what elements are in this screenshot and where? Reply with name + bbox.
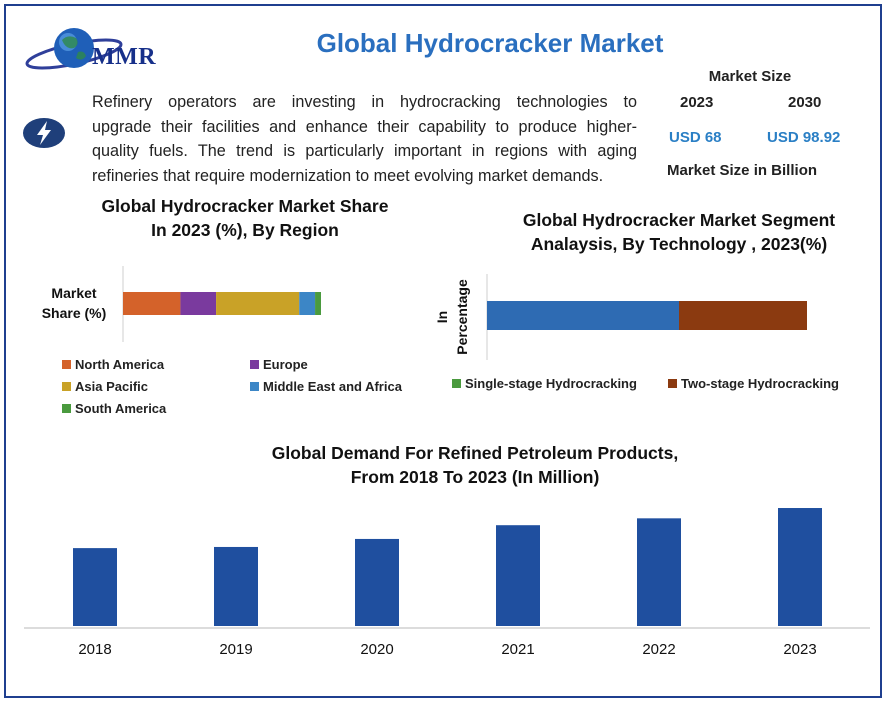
region-bar-segment	[123, 292, 181, 315]
legend-item-asia-pacific: Asia Pacific	[62, 379, 148, 394]
demand-bar	[778, 508, 822, 626]
region-bar-segment	[299, 292, 316, 315]
description-text: Refinery operators are investing in hydr…	[92, 90, 637, 188]
legend-item-middle-east-africa: Middle East and Africa	[250, 379, 402, 394]
demand-x-tick-label: 2018	[78, 641, 111, 658]
region-chart-title-line1: Global Hydrocracker Market Share	[101, 196, 389, 216]
technology-bar-segment	[679, 301, 807, 330]
region-axis-label-line: Share (%)	[41, 305, 107, 321]
legend-swatch	[452, 379, 461, 388]
demand-bar	[73, 548, 117, 626]
technology-chart-title: Global Hydrocracker Market Segment Anala…	[500, 208, 858, 256]
description-line: refineries that require modernization to…	[92, 166, 604, 185]
demand-x-tick-label: 2023	[783, 641, 816, 658]
legend-label: Middle East and Africa	[263, 379, 402, 394]
technology-chart-title-line2: Analaysis, By Technology , 2023(%)	[530, 234, 828, 254]
technology-chart-axis-label: In Percentage	[432, 262, 472, 372]
legend-swatch	[250, 382, 259, 391]
page-title: Global Hydrocracker Market	[316, 28, 664, 58]
legend-swatch	[62, 360, 71, 369]
legend-label: Two-stage Hydrocracking	[681, 376, 839, 391]
legend-item-north-america: North America	[62, 357, 164, 372]
legend-label: Europe	[263, 357, 308, 372]
region-legend: North America Europe Asia Pacific Middle…	[62, 357, 422, 423]
demand-chart-title: Global Demand For Refined Petroleum Prod…	[200, 441, 750, 489]
region-bar-segment	[180, 292, 217, 315]
legend-swatch	[62, 404, 71, 413]
market-size-value-2030: USD 98.92	[767, 129, 841, 146]
region-chart-title-line2: In 2023 (%), By Region	[151, 220, 339, 240]
legend-label: Asia Pacific	[75, 379, 148, 394]
demand-chart-title-line2: From 2018 To 2023 (In Million)	[350, 467, 600, 487]
region-bar-segment	[315, 292, 321, 315]
technology-segment-chart	[486, 274, 807, 360]
legend-item-europe: Europe	[250, 357, 308, 372]
demand-x-tick-label: 2020	[360, 641, 393, 658]
legend-label: North America	[75, 357, 165, 372]
market-size-year-2030: 2030	[788, 94, 822, 111]
demand-x-tick-label: 2021	[501, 641, 534, 658]
demand-bar	[637, 518, 681, 626]
technology-bar-segment	[487, 301, 679, 330]
description-line: upgrade their facilities and enhance the…	[92, 117, 637, 136]
legend-item-single-stage: Single-stage Hydrocracking	[452, 376, 637, 391]
legend-item-two-stage: Two-stage Hydrocracking	[668, 376, 839, 391]
market-size-unit-label: Market Size in Billion	[666, 162, 818, 179]
region-chart-title: Global Hydrocracker Market Share In 2023…	[60, 194, 430, 242]
region-bar-segment	[216, 292, 300, 315]
demand-x-tick-label: 2019	[219, 641, 252, 658]
region-axis-label-line: Market	[51, 285, 97, 301]
demand-bar	[355, 538, 399, 626]
description-line: quality fuels. The trend is particularly…	[92, 142, 637, 160]
logo-text: MMR	[92, 44, 157, 70]
legend-label: Single-stage Hydrocracking	[465, 376, 637, 391]
demand-bar-chart: 2018 2019 2020 2021 2022 2023	[24, 508, 870, 658]
demand-chart-title-line1: Global Demand For Refined Petroleum Prod…	[271, 443, 679, 463]
demand-bar	[214, 546, 258, 626]
demand-bar	[496, 525, 540, 626]
description-line: Refinery operators are investing in hydr…	[92, 93, 637, 111]
technology-axis-label-line: In	[434, 310, 450, 324]
legend-swatch	[250, 360, 259, 369]
market-size-heading: Market Size	[708, 68, 792, 85]
region-share-chart	[122, 266, 321, 342]
technology-chart-title-line1: Global Hydrocracker Market Segment	[522, 210, 836, 230]
market-size-year-2023: 2023	[680, 94, 714, 111]
technology-axis-label-line: Percentage	[454, 279, 470, 355]
mmr-logo-icon	[25, 28, 123, 70]
legend-item-south-america: South America	[62, 401, 166, 416]
market-size-value-2023: USD 68	[669, 129, 722, 146]
demand-x-tick-label: 2022	[642, 641, 675, 658]
legend-swatch	[62, 382, 71, 391]
technology-legend: Single-stage Hydrocracking Two-stage Hyd…	[452, 376, 852, 394]
lightning-icon	[23, 118, 65, 148]
infographic-frame	[4, 4, 882, 698]
legend-swatch	[668, 379, 677, 388]
region-chart-axis-label: Market Share (%)	[34, 283, 114, 323]
legend-label: South America	[75, 401, 167, 416]
